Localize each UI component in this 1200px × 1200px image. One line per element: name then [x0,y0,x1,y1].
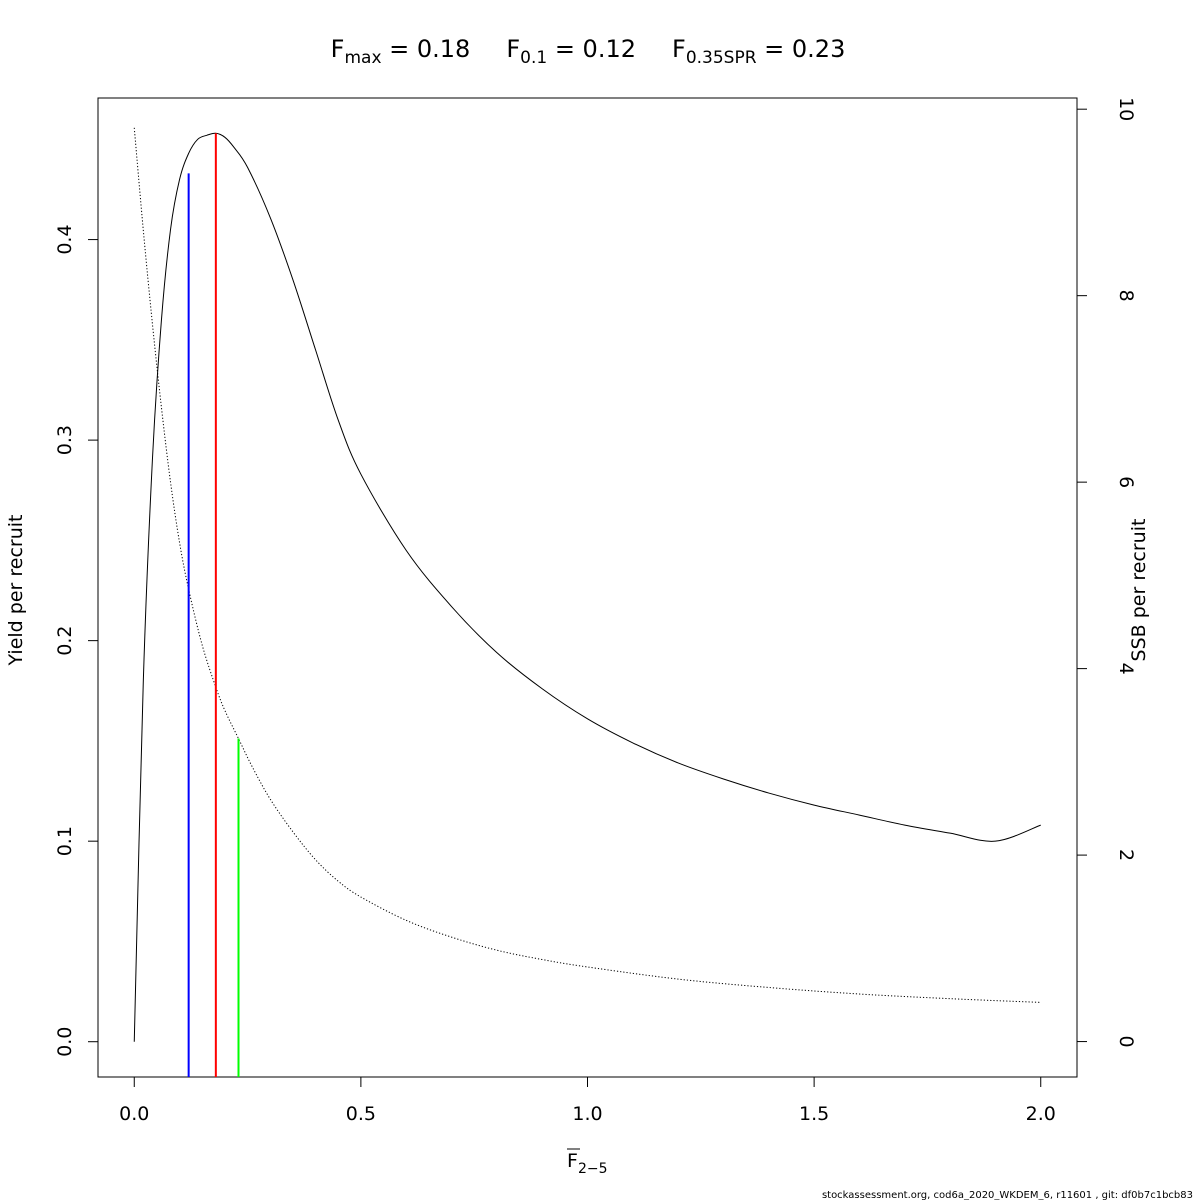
title-symbol: F [331,35,345,63]
title-subscript: max [344,48,381,68]
ypr-curve [133,132,1041,1042]
y-right-axis-label: SSB per recruit [1128,519,1150,662]
title-value: = 0.23 [757,35,846,63]
x-label-text: F2−5 [567,1150,607,1177]
y-left-tick-label: 0.1 [54,826,76,856]
y-left-axis-label: Yield per recruit [5,515,27,667]
title-symbol: F [636,35,686,63]
x-tick-label: 1.5 [799,1103,829,1125]
ssb-per-recruit-curve [133,127,1041,1003]
y-left-axis: 0.0 0.1 0.2 0.3 0.4 [54,224,99,1057]
x-tick-label: 0.5 [346,1103,376,1125]
reference-lines [187,133,240,1077]
title-text: Fmax = 0.18 F0.1 = 0.12 F0.35SPR = 0.23 [331,35,846,68]
title-value: = 0.18 [382,35,471,63]
x-tick-label: 2.0 [1026,1103,1056,1125]
x-tick-label: 1.0 [572,1103,602,1125]
y-left-tick-label: 0.3 [54,425,76,455]
x-label-symbol: F [567,1150,578,1172]
series-group [133,127,1041,1042]
y-left-tick-label: 0.2 [54,626,76,656]
plot-frame [97,97,1078,1078]
title-value: = 0.12 [547,35,636,63]
x-label-subscript: 2−5 [578,1161,608,1177]
x-tick-label: 0.0 [119,1103,149,1125]
x-axis-label: F2−5 [567,1148,607,1177]
x-axis: 0.0 0.5 1.0 1.5 2.0 [119,1076,1056,1125]
y-right-tick-label: 0 [1115,1036,1137,1048]
y-right-axis: 0 2 4 6 8 10 [1076,97,1137,1048]
y-right-tick-label: 2 [1115,849,1137,861]
title-subscript: 0.1 [520,48,547,68]
y-left-tick-label: 0.4 [54,224,76,254]
y-right-tick-label: 8 [1115,290,1137,302]
title-subscript: 0.35SPR [686,48,757,68]
title-symbol: F [470,35,520,63]
y-right-tick-label: 10 [1115,97,1137,121]
y-right-tick-label: 4 [1115,663,1137,675]
chart-title: Fmax = 0.18 F0.1 = 0.12 F0.35SPR = 0.23 [331,35,846,68]
y-right-tick-label: 6 [1115,476,1137,488]
y-left-tick-label: 0.0 [54,1027,76,1057]
footer-text: stockassessment.org, cod6a_2020_WKDEM_6,… [822,1190,1193,1200]
